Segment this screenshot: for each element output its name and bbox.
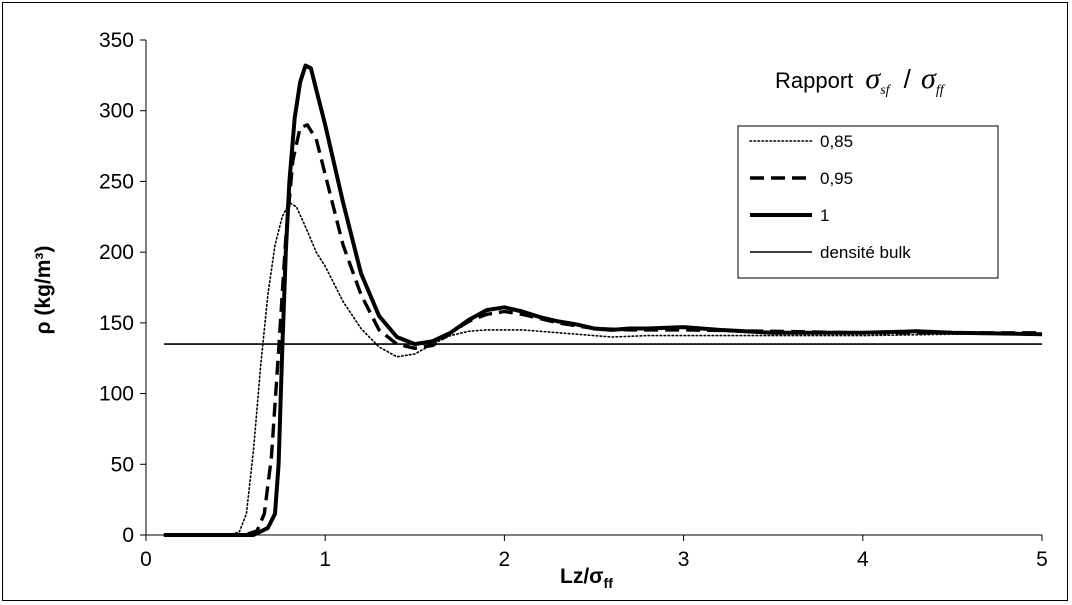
legend-label-4: densité bulk — [820, 243, 911, 262]
legend-label-3: 1 — [820, 206, 829, 225]
series-line-3 — [163, 63, 1043, 537]
y-tick-label: 0 — [122, 524, 134, 547]
legend-title-sigma-1: σ — [865, 62, 881, 95]
x-axis-title-main: Lz/σ — [560, 565, 604, 588]
legend-title-sub-2: ff — [936, 83, 946, 98]
legend-label-2: 0,95 — [820, 169, 853, 188]
legend-title-word: Rapport — [775, 68, 853, 93]
series-line-1 — [163, 201, 1043, 536]
x-tick-label: 4 — [857, 548, 869, 571]
x-tick-label: 5 — [1036, 548, 1048, 571]
y-tick-label: 50 — [111, 453, 134, 476]
x-axis: 0 1 2 3 4 5 — [140, 534, 1048, 571]
x-tick-label: 3 — [678, 548, 690, 571]
x-tick-label: 1 — [319, 548, 331, 571]
legend-title-sub-1: sf — [880, 83, 891, 98]
y-tick-label: 150 — [99, 312, 134, 335]
y-tick-label: 350 — [99, 29, 134, 52]
legend-title-sigma-2: σ — [921, 62, 937, 95]
y-tick-label: 250 — [99, 170, 134, 193]
legend-title: Rapport σsf / σff — [775, 62, 946, 99]
x-tick-label: 2 — [499, 548, 511, 571]
y-tick-label: 100 — [99, 383, 134, 406]
y-axis-title: ρ (kg/m³) — [32, 246, 55, 335]
legend-title-slash: / — [904, 64, 912, 94]
y-axis: 0 50 100 150 200 250 300 350 — [99, 29, 147, 547]
series-lines — [163, 63, 1043, 537]
x-axis-title: Lz/σff — [560, 565, 613, 591]
x-tick-label: 0 — [140, 548, 152, 571]
legend: 0,85 0,95 1 densité bulk — [737, 125, 999, 279]
y-tick-label: 300 — [99, 100, 134, 123]
y-tick-label: 200 — [99, 241, 134, 264]
legend-label-1: 0,85 — [820, 132, 853, 151]
x-axis-title-sub: ff — [604, 575, 614, 591]
legend-items: 0,85 0,95 1 densité bulk — [749, 132, 911, 262]
